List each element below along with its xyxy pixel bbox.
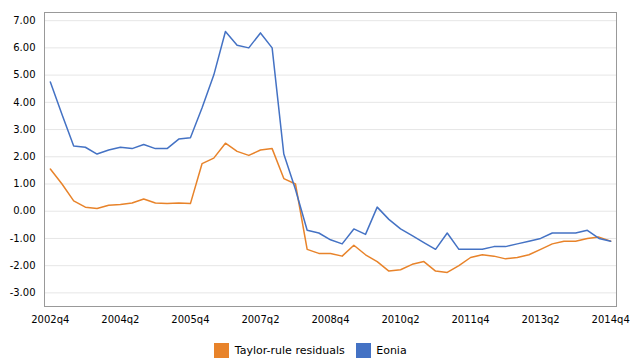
svg-text:0.00: 0.00 xyxy=(13,205,35,216)
svg-text:2.00: 2.00 xyxy=(13,151,35,162)
svg-text:-1.00: -1.00 xyxy=(10,233,36,244)
svg-text:-3.00: -3.00 xyxy=(10,287,36,298)
svg-text:7.00: 7.00 xyxy=(13,15,35,26)
html-text:Eonia: Eonia xyxy=(376,344,407,357)
svg-text:2011q4: 2011q4 xyxy=(451,314,489,325)
svg-text:2010q2: 2010q2 xyxy=(381,314,419,325)
svg-text:1.00: 1.00 xyxy=(13,178,35,189)
svg-text:2014q4: 2014q4 xyxy=(592,314,630,325)
html-text:Taylor-rule residuals: Taylor-rule residuals xyxy=(234,344,345,357)
svg-text:2005q4: 2005q4 xyxy=(171,314,209,325)
svg-text:2008q4: 2008q4 xyxy=(311,314,349,325)
svg-text:6.00: 6.00 xyxy=(13,42,35,53)
svg-text:-2.00: -2.00 xyxy=(10,260,36,271)
svg-text:2007q2: 2007q2 xyxy=(241,314,279,325)
svg-text:2004q2: 2004q2 xyxy=(101,314,139,325)
svg-text:2002q4: 2002q4 xyxy=(31,314,69,325)
svg-text:2013q2: 2013q2 xyxy=(522,314,560,325)
svg-text:3.00: 3.00 xyxy=(13,124,35,135)
svg-text:5.00: 5.00 xyxy=(13,69,35,80)
svg-text:4.00: 4.00 xyxy=(13,97,35,108)
